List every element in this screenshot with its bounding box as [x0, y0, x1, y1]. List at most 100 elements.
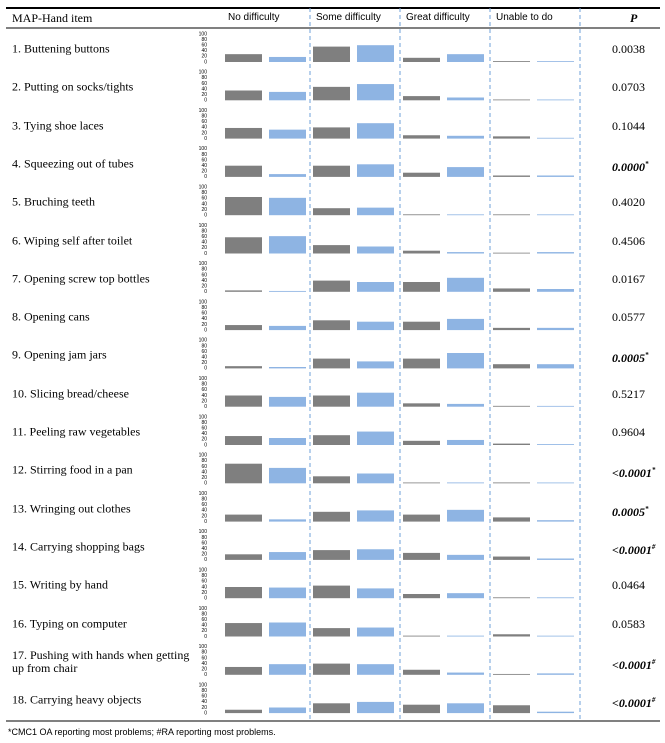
tick-label: 60: [201, 272, 207, 278]
p-number: 0.4020: [612, 195, 645, 210]
tick-label: 100: [199, 644, 208, 650]
tick-label: 40: [201, 316, 207, 322]
bar: [493, 517, 530, 522]
bar: [357, 361, 394, 369]
bar: [537, 482, 574, 484]
tick-label: 0: [204, 481, 207, 487]
tick-label: 60: [201, 196, 207, 202]
tick-label: 60: [201, 694, 207, 700]
bar: [313, 628, 350, 637]
p-number: 0.0000: [612, 159, 645, 174]
bar: [403, 214, 440, 216]
bar: [225, 514, 262, 522]
tick-label: 40: [201, 623, 207, 629]
bar: [269, 174, 306, 177]
bar: [493, 673, 530, 675]
bar: [537, 61, 574, 62]
tick-label: 40: [201, 125, 207, 131]
bar: [313, 86, 350, 101]
bar: [269, 664, 306, 675]
bar: [313, 165, 350, 177]
tick-label: 40: [201, 201, 207, 207]
tick-label: 40: [201, 469, 207, 475]
bar: [357, 431, 394, 445]
bar: [357, 207, 394, 216]
bar: [225, 54, 262, 62]
bar: [403, 172, 440, 177]
p-value: 0.0583: [612, 617, 645, 631]
item-label: 9. Opening jam jars: [12, 347, 107, 362]
item-label: 15. Writing by hand: [12, 577, 108, 592]
bar: [537, 252, 574, 254]
bar: [403, 403, 440, 407]
bar: [447, 277, 484, 292]
bar: [313, 280, 350, 292]
p-value: 0.5217: [612, 386, 645, 401]
p-value: 0.0000*: [612, 158, 649, 174]
p-mark: *: [651, 466, 656, 475]
tick-label: 20: [201, 628, 207, 634]
bar: [537, 520, 574, 522]
p-number: 0.1044: [612, 118, 645, 133]
p-mark: #: [651, 696, 656, 705]
tick-label: 60: [201, 81, 207, 87]
bar: [537, 444, 574, 445]
bar: [357, 588, 394, 599]
bar: [313, 208, 350, 216]
tick-label: 60: [201, 579, 207, 585]
bar: [493, 364, 530, 369]
tick-label: 80: [201, 37, 207, 43]
bar: [403, 704, 440, 714]
p-value: 0.0577: [612, 311, 645, 324]
bar: [357, 510, 394, 522]
bar: [313, 435, 350, 445]
bar: [493, 61, 530, 62]
tick-label: 80: [201, 152, 207, 158]
tick-label: 80: [201, 305, 207, 311]
bar: [225, 290, 262, 292]
tick-label: 0: [204, 442, 207, 448]
bar: [225, 127, 262, 139]
footnote: *CMC1 OA reporting most problems; #RA re…: [8, 727, 276, 737]
p-number: <0.0001: [612, 466, 652, 481]
bar: [447, 403, 484, 407]
p-number: <0.0001: [612, 657, 652, 672]
bar: [403, 514, 440, 522]
bar: [313, 358, 350, 369]
tick-label: 0: [204, 98, 207, 104]
bar: [493, 556, 530, 560]
bar: [313, 511, 350, 522]
bar: [447, 482, 484, 484]
tick-label: 40: [201, 661, 207, 667]
tick-label: 80: [201, 573, 207, 579]
item-label: 11. Peeling raw vegetables: [12, 424, 141, 439]
tick-label: 0: [204, 327, 207, 333]
tick-label: 40: [201, 48, 207, 54]
bar: [357, 84, 394, 101]
bar: [403, 250, 440, 254]
item-label: 3. Tying shoe laces: [12, 118, 104, 133]
p-value: 0.0167: [612, 272, 645, 286]
bar: [537, 364, 574, 369]
bar: [313, 703, 350, 714]
tick-label: 100: [199, 682, 208, 688]
bar: [537, 175, 574, 177]
tick-label: 20: [201, 245, 207, 251]
tick-label: 0: [204, 366, 207, 372]
item-label: 16. Typing on computer: [12, 616, 127, 630]
bar: [403, 594, 440, 599]
bar: [313, 395, 350, 407]
tick-label: 100: [199, 70, 208, 76]
bar: [357, 246, 394, 254]
bar: [225, 666, 262, 675]
bar: [225, 366, 262, 369]
bar: [313, 585, 350, 599]
p-number: 0.5217: [612, 386, 645, 401]
tick-label: 40: [201, 163, 207, 169]
bar: [225, 436, 262, 445]
tick-label: 80: [201, 497, 207, 503]
tick-label: 100: [199, 261, 208, 267]
bar: [225, 90, 262, 101]
item-label: 17. Pushing with hands when getting up f…: [12, 647, 190, 675]
